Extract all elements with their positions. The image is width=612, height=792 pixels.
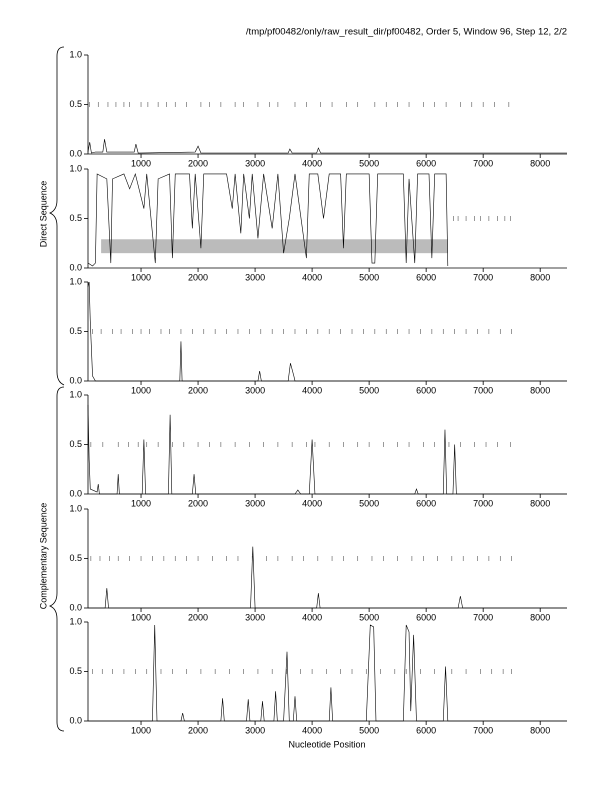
y-tick-label: 0.5 <box>69 213 82 223</box>
series-line <box>88 546 567 609</box>
x-tick-label: 4000 <box>302 498 322 508</box>
x-tick-label: 3000 <box>245 498 265 508</box>
y-tick-label: 1.0 <box>69 616 82 626</box>
series-line <box>87 139 567 154</box>
x-tick-label: 3000 <box>245 385 265 395</box>
y-tick-label: 1.0 <box>69 163 82 173</box>
group-label: Direct Sequence <box>38 181 48 248</box>
y-tick-label: 1.0 <box>69 503 82 513</box>
x-tick-label: 3000 <box>245 272 265 282</box>
group-label: Complementary Sequence <box>38 503 48 610</box>
y-tick-label: 0.5 <box>69 99 82 109</box>
y-tick-label: 0.5 <box>69 326 82 336</box>
brace <box>48 386 65 732</box>
x-tick-label: 7000 <box>473 158 493 168</box>
y-tick-label: 0.0 <box>69 715 82 725</box>
x-tick-label: 1000 <box>131 612 151 622</box>
x-tick-label: 4000 <box>302 385 322 395</box>
x-tick-label: 7000 <box>473 498 493 508</box>
y-tick-label: 1.0 <box>69 276 82 286</box>
brace <box>48 46 65 386</box>
x-tick-label: 2000 <box>188 158 208 168</box>
highlight-region <box>101 239 448 254</box>
x-tick-label: 7000 <box>473 612 493 622</box>
x-tick-label: 2000 <box>188 385 208 395</box>
x-tick-label: 4000 <box>302 612 322 622</box>
x-tick-label: 5000 <box>359 725 379 735</box>
y-tick-label: 1.0 <box>69 49 82 59</box>
x-tick-label: 4000 <box>302 725 322 735</box>
x-tick-label: 7000 <box>473 725 493 735</box>
y-tick-label: 0.0 <box>69 375 82 385</box>
x-tick-label: 7000 <box>473 272 493 282</box>
x-tick-label: 1000 <box>131 498 151 508</box>
x-tick-label: 3000 <box>245 725 265 735</box>
x-tick-label: 2000 <box>188 498 208 508</box>
x-tick-label: 4000 <box>302 272 322 282</box>
x-tick-label: 8000 <box>530 158 550 168</box>
y-tick-label: 0.0 <box>69 262 82 272</box>
x-tick-label: 5000 <box>359 158 379 168</box>
series-line <box>87 172 449 267</box>
x-tick-label: 5000 <box>359 498 379 508</box>
x-tick-label: 1000 <box>131 385 151 395</box>
x-tick-label: 3000 <box>245 158 265 168</box>
x-tick-label: 3000 <box>245 612 265 622</box>
x-tick-label: 8000 <box>530 498 550 508</box>
x-axis-label: Nucleotide Position <box>288 739 365 749</box>
x-tick-label: 8000 <box>530 612 550 622</box>
x-tick-label: 2000 <box>188 725 208 735</box>
x-tick-label: 1000 <box>131 725 151 735</box>
x-tick-label: 6000 <box>416 385 436 395</box>
x-tick-label: 6000 <box>416 612 436 622</box>
x-tick-label: 8000 <box>530 272 550 282</box>
figure-title: /tmp/pf00482/only/raw_result_dir/pf00482… <box>246 27 567 38</box>
x-tick-label: 1000 <box>131 272 151 282</box>
y-tick-label: 0.0 <box>69 148 82 158</box>
y-tick-label: 1.0 <box>69 389 82 399</box>
x-tick-label: 5000 <box>359 385 379 395</box>
x-tick-label: 5000 <box>359 272 379 282</box>
x-tick-label: 6000 <box>416 725 436 735</box>
x-tick-label: 6000 <box>416 498 436 508</box>
x-tick-label: 5000 <box>359 612 379 622</box>
y-tick-label: 0.0 <box>69 488 82 498</box>
x-tick-label: 1000 <box>131 158 151 168</box>
x-tick-label: 8000 <box>530 385 550 395</box>
y-tick-label: 0.0 <box>69 602 82 612</box>
series-line <box>87 281 567 382</box>
x-tick-label: 6000 <box>416 158 436 168</box>
x-tick-label: 6000 <box>416 272 436 282</box>
series-line <box>87 404 567 495</box>
x-tick-label: 4000 <box>302 158 322 168</box>
y-tick-label: 0.5 <box>69 439 82 449</box>
x-tick-label: 7000 <box>473 385 493 395</box>
y-tick-label: 0.5 <box>69 666 82 676</box>
x-tick-label: 2000 <box>188 612 208 622</box>
y-tick-label: 0.5 <box>69 553 82 563</box>
x-tick-label: 8000 <box>530 725 550 735</box>
x-tick-label: 2000 <box>188 272 208 282</box>
series-line <box>88 624 567 722</box>
